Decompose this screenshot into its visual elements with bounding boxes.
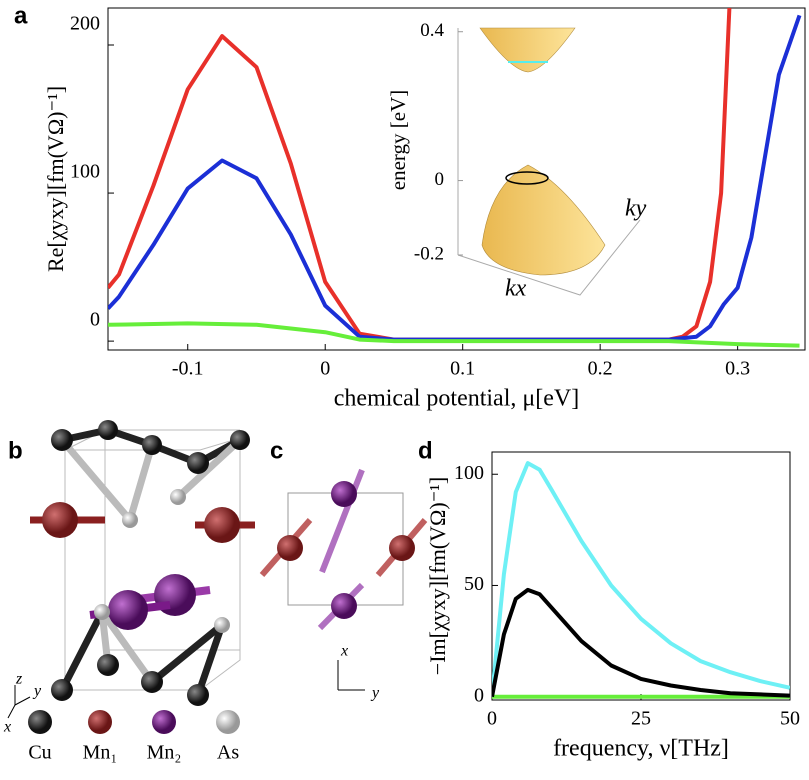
y-tick-label: 100 bbox=[70, 161, 100, 183]
axis-label: x bbox=[340, 643, 348, 660]
plot-frame bbox=[491, 451, 791, 701]
line-series bbox=[492, 461, 790, 697]
series-group bbox=[492, 461, 790, 699]
panel-label: a bbox=[14, 2, 28, 29]
series-group bbox=[108, 8, 802, 348]
x-tick-label: 25 bbox=[631, 708, 651, 730]
line-series bbox=[108, 8, 732, 342]
spin-structure bbox=[259, 468, 428, 691]
line-series bbox=[492, 587, 790, 698]
line-series bbox=[108, 321, 800, 348]
panel-label: c bbox=[270, 437, 283, 464]
x-axis-label: frequency, ν[THz] bbox=[553, 736, 729, 762]
x-tick-label: 50 bbox=[780, 708, 800, 730]
axis-label: x bbox=[3, 719, 11, 736]
plot-frame bbox=[107, 7, 806, 351]
inset-tick-label: 0 bbox=[435, 169, 445, 190]
x-tick-label: 0 bbox=[320, 358, 330, 380]
y-tick-label: 200 bbox=[70, 13, 100, 35]
y-tick-label: 50 bbox=[464, 573, 484, 595]
y-tick-label: 100 bbox=[454, 462, 484, 484]
line-series bbox=[108, 14, 802, 342]
x-tick-label: 0 bbox=[487, 708, 497, 730]
legend-label: As bbox=[217, 742, 239, 764]
y-axis-label: Re[χyxy][fm(VΩ)⁻¹] bbox=[43, 86, 68, 272]
inset-tick-label: -0.2 bbox=[414, 243, 444, 264]
inset-x-label: kx bbox=[505, 276, 527, 302]
inset-z-label: ky bbox=[625, 196, 647, 222]
x-tick-label: 0.3 bbox=[725, 358, 750, 380]
y-tick-label: 0 bbox=[90, 309, 100, 331]
x-axis-label: chemical potential, μ[eV] bbox=[334, 386, 579, 412]
axis-label: y bbox=[370, 685, 380, 702]
legend-label: Cu bbox=[28, 742, 51, 764]
x-tick-label: 0.2 bbox=[588, 358, 613, 380]
axis-label: y bbox=[32, 683, 42, 700]
x-tick-label: -0.1 bbox=[172, 358, 204, 380]
inset-y-label: energy [eV] bbox=[386, 90, 410, 190]
y-axis-label: −Im[χyxy][fm(VΩ)⁻¹] bbox=[425, 477, 450, 675]
inset-tick-label: 0.4 bbox=[420, 20, 444, 41]
band-diagram bbox=[457, 27, 641, 296]
crystal-structure bbox=[7, 420, 255, 734]
legend-label: Mn₁ bbox=[83, 742, 118, 764]
x-tick-label: 0.1 bbox=[450, 358, 475, 380]
axis-label: z bbox=[15, 671, 23, 688]
y-tick-label: 0 bbox=[474, 684, 484, 706]
legend-label: Mn₂ bbox=[147, 742, 182, 764]
panel-label: b bbox=[8, 437, 23, 464]
panel-label: d bbox=[418, 437, 433, 464]
